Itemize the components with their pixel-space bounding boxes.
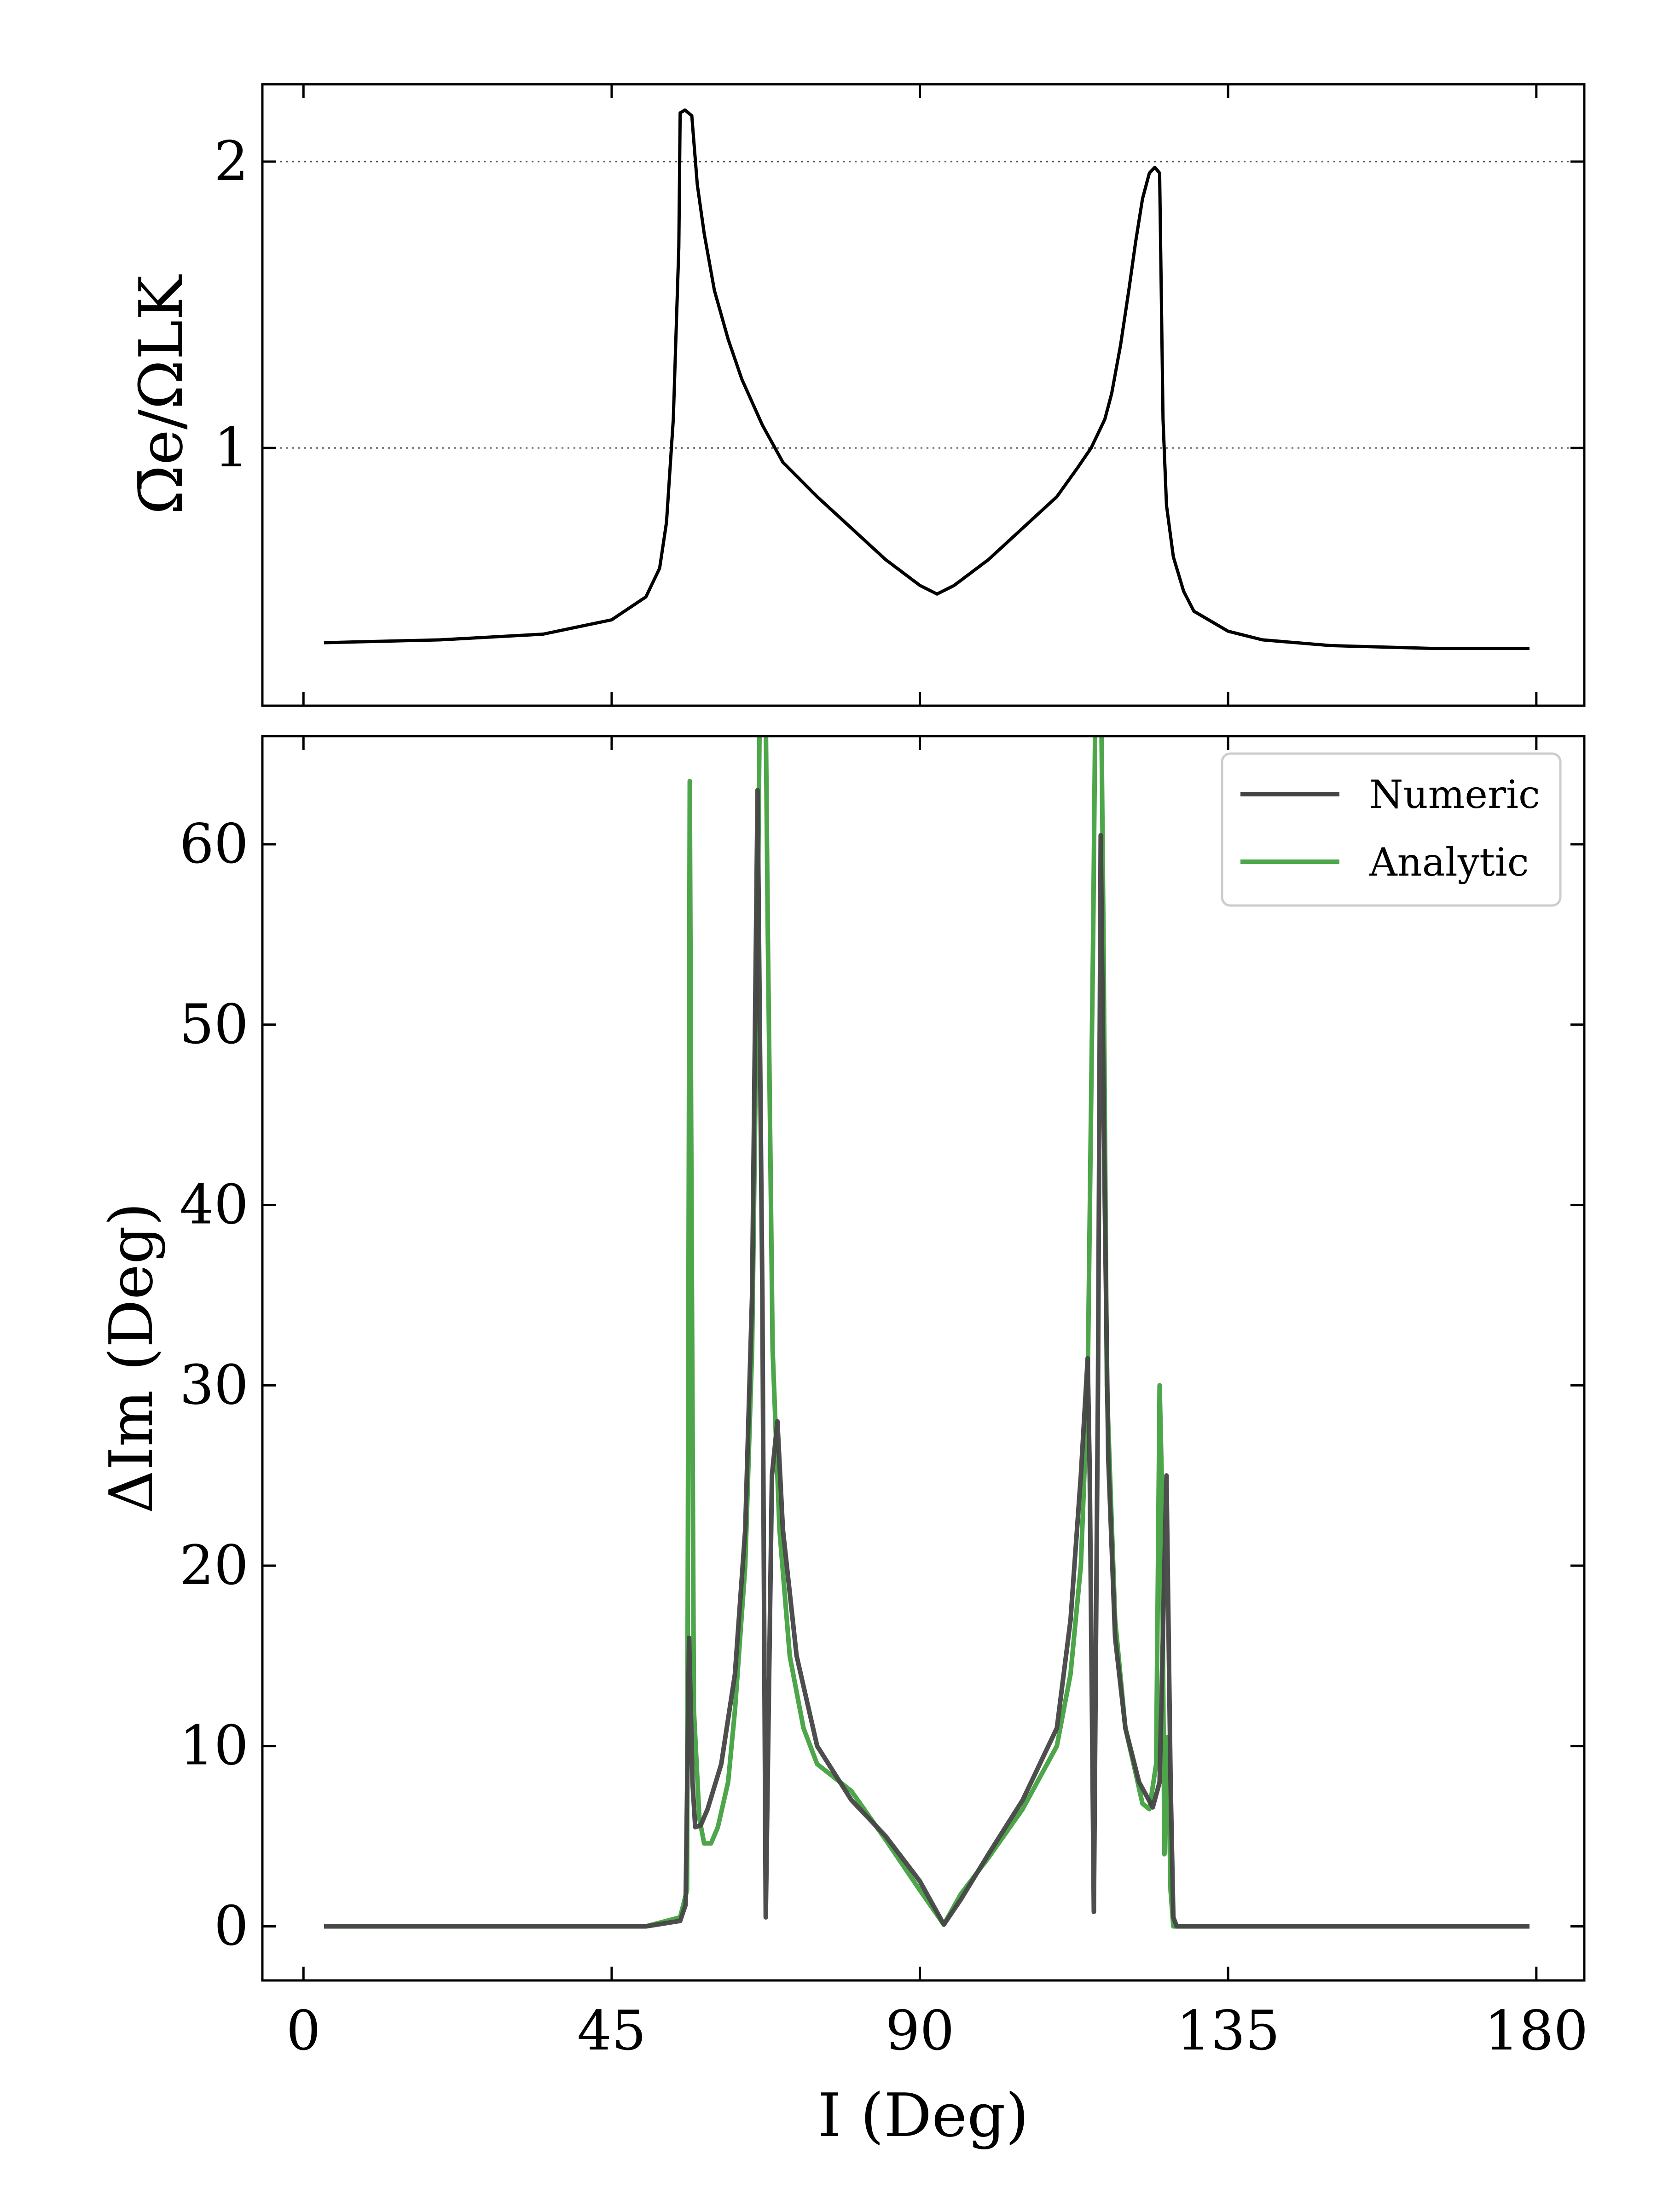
top-y-tick-label: 1: [214, 416, 249, 479]
bottom-y-tick-label: 30: [180, 1353, 249, 1417]
legend-box: [1221, 752, 1562, 907]
bottom-x-tick-label: 45: [577, 1999, 646, 2062]
bottom-ticks: 0 10 20 30 40 50 60 0 45 90 135 180: [180, 736, 1588, 2062]
legend: Numeric Analytic: [1221, 752, 1562, 907]
bottom-x-tick-label: 90: [885, 1999, 954, 2062]
legend-label-numeric: Numeric: [1369, 772, 1540, 817]
bottom-y-tick-label: 40: [180, 1173, 249, 1237]
bottom-y-tick-label: 60: [180, 812, 249, 876]
bottom-y-tick-label: 50: [180, 993, 249, 1056]
legend-label-analytic: Analytic: [1369, 840, 1529, 885]
top-y-tick-label: 2: [214, 129, 249, 193]
bottom-x-tick-label: 135: [1176, 1999, 1280, 2062]
top-y-axis-label: Ω̄e/ΩLK: [126, 274, 196, 515]
top-axes-frame: [261, 83, 1586, 707]
bottom-axes-frame: [261, 735, 1586, 1982]
bottom-y-tick-label: 10: [180, 1714, 249, 1777]
bottom-x-tick-label: 180: [1484, 1999, 1588, 2062]
top-series-line: [324, 108, 1530, 650]
bottom-y-tick-label: 20: [180, 1533, 249, 1597]
top-gridlines: [262, 161, 1584, 449]
top-panel: 12 Ω̄e/ΩLK: [126, 83, 1586, 707]
bottom-panel: 0 10 20 30 40 50 60 0 45 90 135 180 ΔIm (Deg) I (De…: [96, 735, 1588, 2150]
bottom-y-tick-label: 0: [214, 1894, 249, 1957]
bottom-x-tick-label: 0: [286, 1999, 321, 2062]
numeric-series-line: [324, 788, 1530, 1929]
bottom-x-axis-label: I (Deg): [818, 2080, 1029, 2150]
bottom-y-axis-label: ΔIm (Deg): [96, 1202, 166, 1514]
top-ticks: 12: [214, 84, 1584, 706]
